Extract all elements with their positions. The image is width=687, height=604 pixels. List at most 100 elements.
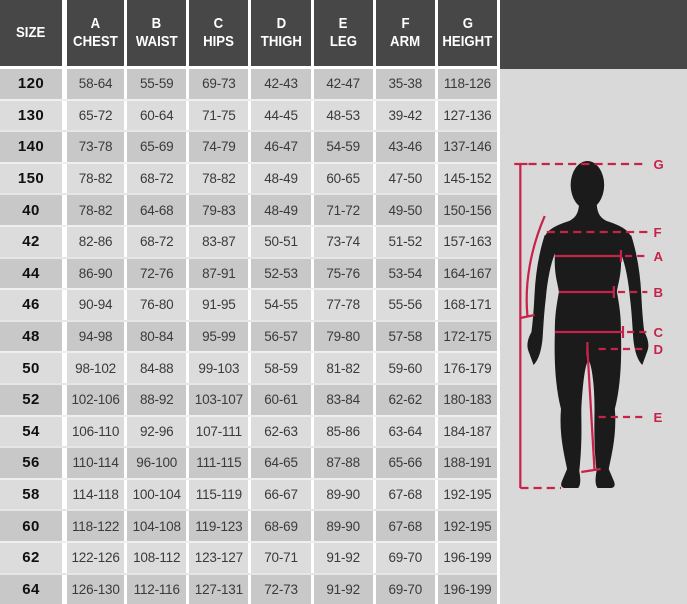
inseam-vertical-line — [586, 348, 596, 471]
measurement-cell: 69-70 — [372, 542, 435, 573]
measurement-cell: 51-52 — [372, 226, 435, 257]
measurement-cell: 39-42 — [372, 100, 435, 131]
table-row: 48 94-98 80-84 95-99 56-57 79-80 57-58 172-175 — [0, 319, 497, 352]
column-label: HEIGHT — [442, 33, 493, 50]
measurement-figure-panel: G F A B C D E — [497, 69, 687, 604]
measurement-cell: 65-66 — [372, 448, 435, 478]
size-cell: 64 — [22, 580, 40, 598]
measurement-cell: 54-59 — [310, 132, 373, 162]
measurement-cell: 108-112 — [124, 542, 186, 573]
measurement-cell: 55-59 — [124, 69, 186, 99]
measurement-cell: 92-96 — [124, 416, 186, 447]
measurement-cell: 69-73 — [186, 69, 248, 99]
table-row: 52 102-106 88-92 103-107 60-61 83-84 62-62 180-… — [0, 382, 497, 415]
measurement-labels: G F A B C D E — [653, 157, 663, 425]
measurement-cell: 48-49 — [248, 195, 310, 225]
measurement-cell: 62-62 — [372, 384, 435, 415]
column-header-leg: E LEG — [310, 0, 373, 66]
measurement-cell: 88-92 — [124, 384, 186, 415]
column-header-chest: A CHEST — [62, 0, 124, 66]
measurement-cell: 157-163 — [434, 226, 497, 257]
measurement-cell: 71-72 — [310, 195, 373, 225]
measurement-cell: 48-53 — [310, 100, 373, 131]
measure-label-c: C — [653, 325, 663, 340]
column-header-hips: C HIPS — [186, 0, 248, 66]
measurement-cell: 49-50 — [372, 195, 435, 225]
column-letter: E — [338, 15, 348, 32]
column-label: HIPS — [203, 33, 235, 50]
silhouette-left-arm — [527, 235, 557, 365]
size-cell: 50 — [22, 359, 40, 377]
column-label: LEG — [329, 33, 357, 50]
measure-label-d: D — [653, 342, 663, 357]
size-cell: 44 — [22, 264, 40, 282]
measurement-cell: 180-183 — [434, 384, 497, 415]
measurement-cell: 96-100 — [124, 448, 186, 478]
column-label: ARM — [390, 33, 421, 50]
measurement-cell: 68-72 — [124, 226, 186, 257]
measurement-cell: 75-76 — [310, 258, 373, 289]
column-letter: B — [151, 15, 162, 32]
measurement-cell: 78-82 — [62, 163, 124, 194]
column-header-size: SIZE — [0, 0, 62, 66]
measurement-cell: 68-72 — [124, 163, 186, 194]
measurement-cell: 100-104 — [124, 479, 186, 510]
measurement-cell: 35-38 — [372, 69, 435, 99]
measurement-cell: 55-56 — [372, 290, 435, 320]
measurement-cell: 107-111 — [186, 416, 248, 447]
measurement-cell: 127-136 — [434, 100, 497, 131]
measurement-cell: 77-78 — [310, 290, 373, 320]
arm-curve-line — [525, 215, 546, 317]
measurement-cell: 126-130 — [62, 574, 124, 604]
measurement-cell: 104-108 — [124, 511, 186, 541]
measurement-cell: 68-69 — [248, 511, 310, 541]
measure-label-e: E — [653, 410, 662, 425]
measurement-cell: 74-79 — [186, 132, 248, 162]
table-row: 62 122-126 108-112 123-127 70-71 91-92 69-70 19… — [0, 540, 497, 573]
measurement-cell: 150-156 — [434, 195, 497, 225]
human-silhouette — [527, 161, 649, 488]
header-columns: SIZE A CHEST B WAIST C HIPS D THIGH E LE… — [0, 0, 497, 69]
measurement-cell: 91-95 — [186, 290, 248, 320]
size-cell: 62 — [22, 549, 40, 567]
measurement-cell: 60-65 — [310, 163, 373, 194]
measurement-cell: 94-98 — [62, 321, 124, 352]
measurement-cell: 168-171 — [434, 290, 497, 320]
measurement-cell: 115-119 — [186, 479, 248, 510]
measurement-cell: 196-199 — [434, 542, 497, 573]
column-letter: F — [401, 15, 410, 32]
measurement-cell: 89-90 — [310, 511, 373, 541]
measurement-cell: 79-80 — [310, 321, 373, 352]
measurement-cell: 63-64 — [372, 416, 435, 447]
body-measurement-figure: G F A B C D E — [514, 157, 664, 490]
measurement-cell: 83-87 — [186, 226, 248, 257]
measurement-cell: 196-199 — [434, 574, 497, 604]
table-row: 56 110-114 96-100 111-115 64-65 87-88 65-66 188… — [0, 446, 497, 478]
measurement-cell: 60-61 — [248, 384, 310, 415]
measurement-cell: 119-123 — [186, 511, 248, 541]
table-row: 58 114-118 100-104 115-119 66-67 89-90 67-68 19… — [0, 477, 497, 510]
measure-label-g: G — [653, 157, 663, 172]
measurement-cell: 47-50 — [372, 163, 435, 194]
column-header-thigh: D THIGH — [248, 0, 310, 66]
measurement-cell: 122-126 — [62, 542, 124, 573]
measurement-cell: 70-71 — [248, 542, 310, 573]
measurement-cell: 87-91 — [186, 258, 248, 289]
measurement-cell: 192-195 — [434, 511, 497, 541]
table-header: SIZE A CHEST B WAIST C HIPS D THIGH E LE… — [0, 0, 687, 69]
measurement-cell: 80-84 — [124, 321, 186, 352]
measurement-cell: 46-47 — [248, 132, 310, 162]
table-row: 60 118-122 104-108 119-123 68-69 89-90 67-68 19… — [0, 509, 497, 541]
measurement-cell: 58-59 — [248, 353, 310, 383]
measurement-cell: 123-127 — [186, 542, 248, 573]
measurement-cell: 85-86 — [310, 416, 373, 447]
measurement-cell: 53-54 — [372, 258, 435, 289]
measurement-cell: 95-99 — [186, 321, 248, 352]
measurement-cell: 73-74 — [310, 226, 373, 257]
header-spacer — [497, 0, 687, 69]
measure-label-f: F — [653, 225, 661, 240]
measurement-cell: 64-68 — [124, 195, 186, 225]
measurement-cell: 71-75 — [186, 100, 248, 131]
silhouette-head — [570, 161, 605, 209]
